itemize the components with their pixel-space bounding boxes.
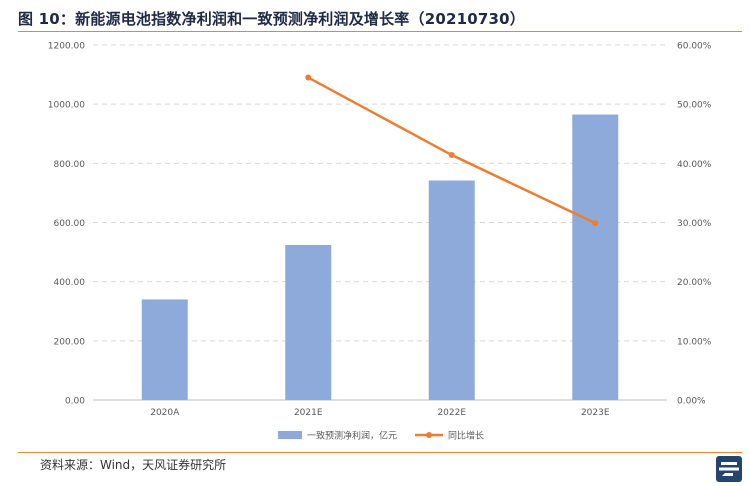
tianfeng-logo-icon [716, 456, 742, 482]
line-point [305, 74, 312, 81]
y-left-tick-label: 200.00 [54, 337, 86, 347]
y-left-tick-label: 600.00 [54, 219, 86, 229]
y-left-tick-label: 1200.00 [48, 42, 85, 52]
y-right-tick-label: 50.00% [677, 101, 712, 111]
chart-area: 0.00 0.00% 200.00 10.00% 400.00 20.00% 600.00 3… [0, 34, 750, 454]
chart-svg: 0.00 0.00% 200.00 10.00% 400.00 20.00% 600.00 3… [48, 42, 712, 442]
y-right-tick-label: 60.00% [677, 42, 712, 52]
y-left-tick-label: 400.00 [54, 278, 86, 288]
legend-bar-swatch [278, 431, 302, 439]
title-divider [18, 31, 742, 32]
y-left-tick-label: 0.00 [65, 397, 85, 407]
y-right-tick-label: 0.00% [677, 397, 706, 407]
source-note: 资料来源：Wind，天风证券研究所 [40, 458, 227, 472]
x-tick-label: 2023E [581, 408, 610, 418]
source-divider [18, 452, 742, 453]
x-tick-label: 2022E [437, 408, 466, 418]
y-left-tick-label: 1000.00 [48, 101, 85, 111]
line-point [592, 220, 599, 227]
line-point [448, 152, 455, 159]
bar [572, 114, 619, 400]
y-right-tick-label: 20.00% [677, 278, 712, 288]
chart-title: 图 10：新能源电池指数净利润和一致预测净利润及增长率（20210730） [18, 10, 525, 28]
legend-line-marker [426, 432, 432, 438]
x-tick-label: 2020A [150, 408, 180, 418]
bar [428, 180, 475, 400]
y-right-tick-label: 40.00% [677, 160, 712, 170]
y-right-tick-label: 10.00% [677, 337, 712, 347]
bar [141, 299, 188, 400]
legend-line-label: 同比增长 [448, 430, 484, 442]
bar [285, 244, 332, 400]
y-left-tick-label: 800.00 [54, 160, 86, 170]
y-right-tick-label: 30.00% [677, 219, 712, 229]
x-tick-label: 2021E [294, 408, 323, 418]
legend-bar-label: 一致预测净利润，亿元 [307, 430, 397, 442]
